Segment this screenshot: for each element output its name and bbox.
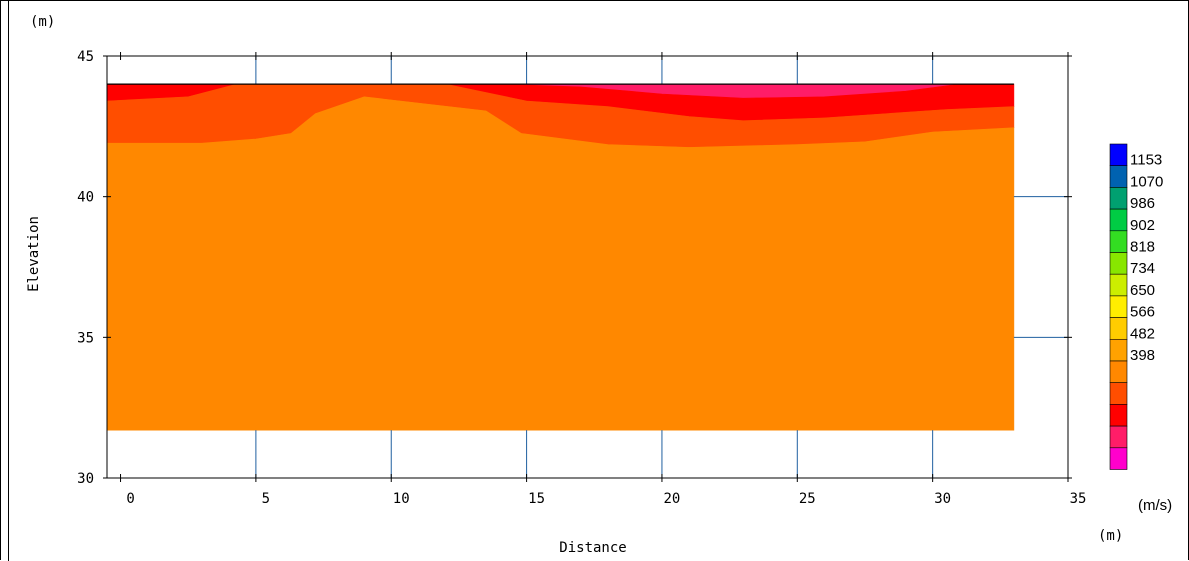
- y-tick-label: 40: [77, 190, 94, 206]
- x-axis-label: Distance: [559, 540, 626, 556]
- x-tick-label: 0: [126, 491, 134, 507]
- legend-label: 1153: [1130, 152, 1162, 169]
- legend-unit: (m/s): [1138, 497, 1172, 514]
- legend-label: 902: [1130, 217, 1155, 234]
- legend-swatch: [1109, 165, 1128, 188]
- x-tick-label: 25: [799, 491, 816, 507]
- legend-swatch: [1109, 252, 1128, 275]
- legend: 1153 1070 986 902 818 734 650 566 482 398: [1109, 143, 1163, 470]
- legend-swatch: [1109, 360, 1128, 384]
- x-tick-label: 10: [393, 491, 410, 507]
- legend-swatch: [1109, 317, 1128, 340]
- legend-label: 734: [1130, 260, 1155, 277]
- x-tick-label: 5: [262, 491, 270, 507]
- y-tick-label: 30: [77, 471, 94, 487]
- y-axis-unit: (m): [30, 14, 55, 30]
- y-tick-label: 45: [77, 49, 94, 65]
- grid-lines: [103, 52, 1072, 482]
- legend-swatch: [1109, 404, 1128, 427]
- x-tick-labels: 0 5 10 15 20 25 30 35: [126, 491, 1086, 507]
- legend-swatch: [1109, 447, 1128, 470]
- x-tick-label: 20: [664, 491, 681, 507]
- y-axis-label: Elevation: [26, 216, 42, 292]
- velocity-layer-734: [106, 96, 1015, 431]
- legend-swatch: [1109, 425, 1128, 449]
- legend-label: 986: [1130, 195, 1155, 212]
- legend-swatch: [1109, 273, 1128, 297]
- x-tick-label: 30: [934, 491, 951, 507]
- left-border: [8, 0, 9, 561]
- legend-swatch: [1109, 208, 1128, 232]
- legend-swatch: [1109, 338, 1128, 362]
- legend-swatch: [1109, 295, 1128, 318]
- legend-label: 398: [1130, 347, 1155, 364]
- legend-label: 566: [1130, 304, 1155, 321]
- legend-label: 1070: [1130, 173, 1163, 190]
- legend-label: 650: [1130, 282, 1155, 299]
- legend-label: 818: [1130, 239, 1155, 256]
- legend-label: 482: [1130, 325, 1155, 342]
- x-tick-label: 15: [528, 491, 545, 507]
- y-tick-label: 35: [77, 330, 94, 346]
- y-tick-labels: 30 35 40 45: [77, 49, 94, 487]
- x-axis-unit: (m): [1098, 528, 1123, 544]
- legend-swatch: [1109, 187, 1128, 210]
- velocity-layers: [106, 83, 1015, 431]
- legend-swatch: [1109, 382, 1128, 405]
- plot-border: [106, 55, 1069, 479]
- legend-swatch: [1109, 230, 1128, 253]
- legend-swatch: [1109, 143, 1128, 167]
- x-tick-label: 35: [1070, 491, 1087, 507]
